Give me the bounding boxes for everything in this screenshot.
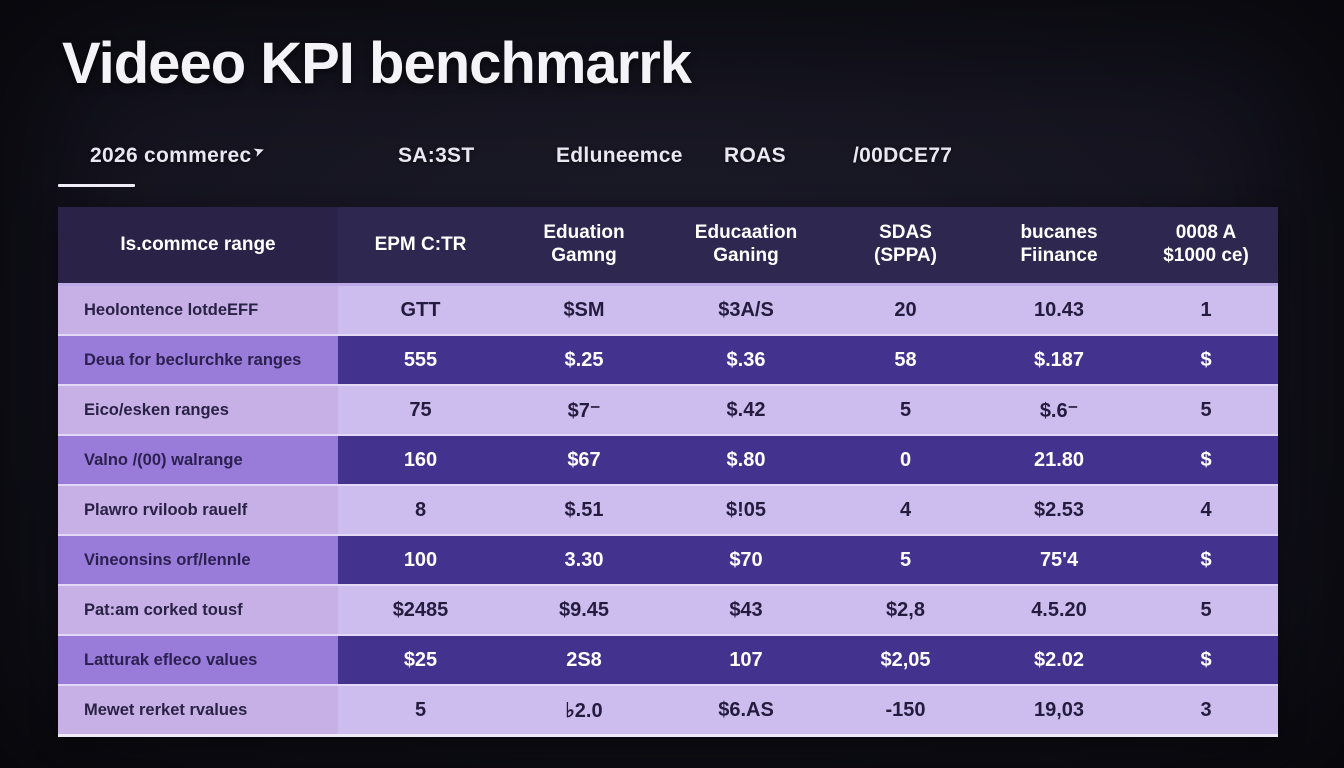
row-label: Heolontence lotdeEFF [58, 286, 338, 334]
table-cell: 8 [414, 498, 427, 521]
tab-sa3st[interactable]: SA:3ST [398, 144, 475, 167]
table-cell: 5 [1200, 598, 1212, 621]
col-header-cost-per-1000: 0008 A $1000 ce) [1163, 222, 1249, 266]
col-header-education-gaming-1: Eduation Gamng [543, 222, 625, 266]
table-cell: $ [1200, 348, 1212, 371]
table-cell: $2,8 [886, 598, 925, 621]
table-cell: $.6⁻ [1039, 399, 1079, 422]
tab-bar: 2026 commerec➤ SA:3ST Edluneemce ROAS /0… [0, 142, 1344, 180]
table-cell: 2S8 [566, 648, 602, 671]
col-header-sdas-sppa: SDAS (SPPA) [874, 222, 937, 266]
tab-roas[interactable]: ROAS [724, 144, 786, 167]
table-cell: 100 [403, 548, 438, 571]
table-cell: 4.5.20 [1031, 598, 1087, 621]
table-cell: 1 [1200, 298, 1212, 321]
row-label: Latturak efleco values [58, 636, 338, 684]
table-cell: $67 [567, 448, 601, 471]
table-cell: 0 [899, 448, 912, 471]
table-cell: 5 [1200, 398, 1212, 421]
table-cell: $70 [729, 548, 763, 571]
table-cell: -150 [885, 698, 926, 721]
table-cell: $25 [403, 648, 438, 671]
table-cell: $ [1200, 648, 1212, 671]
table-cell: $3A/S [718, 298, 774, 321]
tab-edluneemce[interactable]: Edluneemce [556, 144, 683, 167]
table-row: Valno /(00) walrange 160 $67 $.80 0 21.8… [58, 436, 1278, 486]
table-cell: 5 [899, 548, 912, 571]
table-cell: 5 [899, 398, 912, 421]
table-row: Vineonsins orf/lennle 100 3.30 $70 5 75'… [58, 536, 1278, 586]
table-cell: 10.43 [1033, 298, 1085, 321]
col-header-commerce-range: Is.commce range [58, 207, 338, 283]
table-cell: 4 [1200, 498, 1212, 521]
table-cell: 58 [894, 348, 917, 371]
table-cell: $ [1200, 548, 1212, 571]
table-cell: $.25 [564, 348, 604, 371]
table-cell: 4 [899, 498, 912, 521]
active-tab-underline [58, 184, 135, 187]
table-row: Heolontence lotdeEFF GTT $SM $3A/S 20 10… [58, 286, 1278, 336]
table-header-row: Is.commce range EPM C:TR Eduation Gamng E… [58, 207, 1278, 286]
table-cell: $2485 [392, 598, 449, 621]
table-cell: 75'4 [1039, 548, 1079, 571]
row-label: Pat:am corked tousf [58, 586, 338, 634]
table-cell: $6.AS [718, 698, 774, 721]
table-cell: 75 [409, 398, 432, 421]
table-cell: 19,03 [1033, 698, 1085, 721]
table-cell: $SM [563, 298, 605, 321]
table-cell: $2.53 [1033, 498, 1085, 521]
table-cell: $.80 [726, 448, 766, 471]
table-cell: $!05 [725, 498, 767, 521]
table-cell: $.36 [726, 348, 766, 371]
table-cell: 5 [414, 698, 427, 721]
cursor-icon: ➤ [251, 142, 266, 160]
table-cell: $7⁻ [567, 399, 601, 422]
table-cell: 21.80 [1033, 448, 1085, 471]
table-cell: 3.30 [564, 548, 604, 571]
kpi-table: Is.commce range EPM C:TR Eduation Gamng E… [58, 207, 1278, 737]
col-header-epm-ctr: EPM C:TR [374, 233, 467, 255]
table-cell: ♭2.0 [565, 699, 603, 722]
table-cell: GTT [400, 298, 441, 321]
table-cell: $.187 [1033, 348, 1085, 371]
row-label: Vineonsins orf/lennle [58, 536, 338, 584]
row-label: Eico/esken ranges [58, 386, 338, 434]
table-cell: 555 [403, 348, 438, 371]
row-label: Plawro rviloob rauelf [58, 486, 338, 534]
row-label: Mewet rerket rvalues [58, 686, 338, 734]
table-row: Eico/esken ranges 75 $7⁻ $.42 5 $.6⁻ 5 [58, 386, 1278, 436]
col-header-education-gaming-2: Educaation Ganing [694, 222, 798, 266]
table-row: Pat:am corked tousf $2485 $9.45 $43 $2,8… [58, 586, 1278, 636]
table-cell: 20 [894, 298, 917, 321]
page-title: Videeo KPI benchmarrk [62, 31, 692, 96]
table-cell: 107 [729, 648, 763, 671]
row-label: Deua for beclurchke ranges [58, 336, 338, 384]
table-row: Mewet rerket rvalues 5 ♭2.0 $6.AS -150 1… [58, 686, 1278, 737]
table-cell: $ [1200, 448, 1212, 471]
table-cell: $9.45 [558, 598, 610, 621]
table-cell: $.51 [564, 498, 604, 521]
table-cell: $2.02 [1033, 648, 1085, 671]
col-header-business-finance: bucanes Fiinance [1020, 222, 1098, 266]
tab-2026-commerce[interactable]: 2026 commerec➤ [90, 142, 266, 167]
table-row: Plawro rviloob rauelf 8 $.51 $!05 4 $2.5… [58, 486, 1278, 536]
table-cell: $2,05 [880, 648, 931, 671]
row-label: Valno /(00) walrange [58, 436, 338, 484]
table-cell: $.42 [726, 398, 766, 421]
table-row: Deua for beclurchke ranges 555 $.25 $.36… [58, 336, 1278, 386]
tab-00dce77[interactable]: /00DCE77 [853, 144, 953, 167]
table-row: Latturak efleco values $25 2S8 107 $2,05… [58, 636, 1278, 686]
table-cell: $43 [729, 598, 763, 621]
table-cell: 3 [1200, 698, 1212, 721]
table-cell: 160 [403, 448, 438, 471]
